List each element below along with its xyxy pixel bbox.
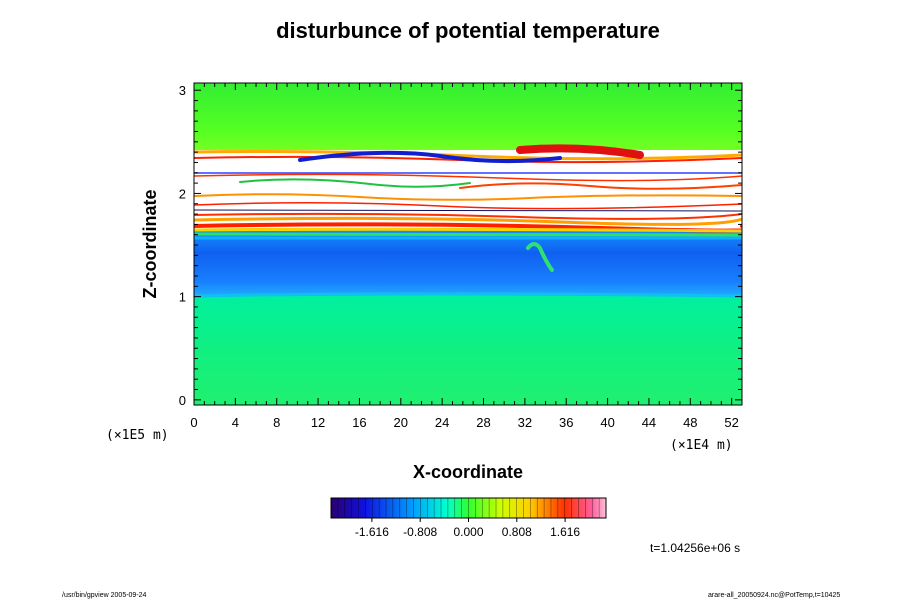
lower-green-region xyxy=(194,295,742,405)
upper-green-region xyxy=(194,83,742,163)
x-tick-label: 4 xyxy=(232,415,239,430)
cold-anomaly-band xyxy=(194,230,742,295)
x-tick-label: 36 xyxy=(559,415,573,430)
plot-frame xyxy=(193,82,743,406)
filament-contours xyxy=(194,144,742,298)
time-label: t=1.04256e+06 s xyxy=(650,541,740,555)
footer-left: /usr/bin/gpview 2005-09-24 xyxy=(62,592,147,599)
y-tick-label: 3 xyxy=(179,83,186,98)
x-tick-label: 48 xyxy=(683,415,697,430)
x-tick-label: 20 xyxy=(394,415,408,430)
colorbar-tick-label: -1.616 xyxy=(355,525,389,539)
x-tick-label: 0 xyxy=(190,415,197,430)
y-axis-ticks: 0 1 2 3 xyxy=(179,83,742,408)
x-tick-label: 16 xyxy=(352,415,366,430)
x-axis-ticks: 0 4 8 12 16 20 24 28 32 36 40 44 48 52 xyxy=(190,83,743,430)
colorbar-tick-label: 0.808 xyxy=(502,525,532,539)
x-axis-label: X-coordinate xyxy=(413,462,523,482)
x-tick-label: 12 xyxy=(311,415,325,430)
y-tick-label: 1 xyxy=(179,290,186,305)
y-axis-label: Z-coordinate xyxy=(140,189,160,298)
colorbar-ticks: -1.616 -0.808 0.000 0.808 1.616 xyxy=(330,498,607,539)
x-scale-label: (×1E4 m) xyxy=(670,438,733,453)
colorbar-tick-label: 0.000 xyxy=(453,525,483,539)
x-tick-label: 44 xyxy=(642,415,656,430)
colorbar-tick-label: -0.808 xyxy=(403,525,437,539)
y-tick-label: 0 xyxy=(179,393,186,408)
chart-title: disturbunce of potential temperature xyxy=(276,18,660,43)
footer-right: arare-all_20050924.nc@PotTemp,t=10425 xyxy=(708,592,840,599)
x-tick-label: 28 xyxy=(476,415,490,430)
x-tick-label: 52 xyxy=(724,415,738,430)
saturated-band xyxy=(194,150,742,230)
x-tick-label: 40 xyxy=(600,415,614,430)
plot-area xyxy=(194,83,742,405)
x-tick-label: 8 xyxy=(273,415,280,430)
x-tick-label: 24 xyxy=(435,415,449,430)
y-tick-label: 2 xyxy=(179,186,186,201)
x-tick-label: 32 xyxy=(518,415,532,430)
colorbar: -1.616 -0.808 0.000 0.808 1.616 xyxy=(330,497,607,539)
colorbar-tick-label: 1.616 xyxy=(550,525,580,539)
y-scale-label: (×1E5 m) xyxy=(106,428,169,443)
